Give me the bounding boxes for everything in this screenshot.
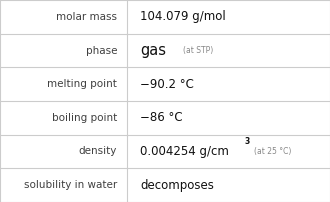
Text: 104.079 g/mol: 104.079 g/mol (140, 10, 226, 23)
Text: molar mass: molar mass (56, 12, 117, 22)
Text: gas: gas (140, 43, 166, 58)
Text: melting point: melting point (47, 79, 117, 89)
Text: phase: phase (86, 45, 117, 56)
Text: 3: 3 (244, 137, 249, 146)
Text: −90.2 °C: −90.2 °C (140, 78, 194, 91)
Text: decomposes: decomposes (140, 179, 214, 192)
Text: density: density (79, 146, 117, 157)
Text: boiling point: boiling point (52, 113, 117, 123)
Text: 0.004254 g/cm: 0.004254 g/cm (140, 145, 229, 158)
Text: (at STP): (at STP) (183, 46, 214, 55)
Text: −86 °C: −86 °C (140, 111, 183, 124)
Text: (at 25 °C): (at 25 °C) (254, 147, 291, 156)
Text: solubility in water: solubility in water (24, 180, 117, 190)
